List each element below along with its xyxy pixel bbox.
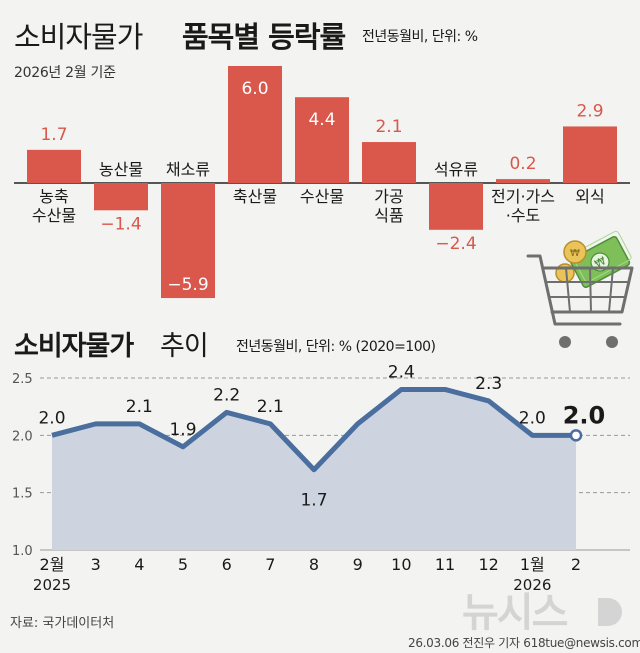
point-value-label: 2.2 [213,385,240,405]
credit-line: 26.03.06 전진우 기자 618tue@newsis.com [408,636,640,650]
chart-title-regular: 소비자물가 [14,20,143,54]
bar-category-label: ·수도 [506,206,541,225]
y-tick-label: 2.5 [12,372,33,387]
point-value-label: 2.1 [126,397,153,417]
point-value-label: 2.0 [38,408,65,428]
bar-chart-basis-date: 2026년 2월 기준 [14,65,116,81]
point-value-label: 2.1 [257,397,284,417]
svg-text:₩: ₩ [570,248,580,259]
x-year-label: 2026 [513,576,551,594]
trend-chart-unit: 전년동월비, 단위: % (2020=100) [236,339,436,355]
bar-category-label: 가공 [374,187,403,206]
bar [563,126,617,183]
latest-value-label: 2.0 [563,401,606,429]
bar-value-label: 0.2 [509,154,536,174]
x-year-label: 2025 [33,576,71,594]
bar-category-label: 수산물 [300,187,344,206]
trend-title-regular: 추이 [160,331,209,362]
bar-category-label: 수산물 [32,206,76,225]
point-value-label: 1.9 [169,420,196,440]
bar [295,97,349,183]
x-tick-label: 8 [309,555,319,574]
x-tick-label: 10 [391,555,411,574]
bar [94,183,148,211]
bar-value-label: 4.4 [308,110,335,130]
bar-value-label: −1.4 [100,214,141,234]
bar-value-label: 1.7 [40,125,67,145]
x-tick-label: 2 [571,555,581,574]
bar-category-label: 석유류 [434,160,478,179]
bar-value-label: 2.1 [375,117,402,137]
point-value-label: 2.3 [475,374,502,394]
point-value-label: 1.7 [300,491,327,511]
bar-category-label: 농산물 [99,160,143,179]
bar [362,142,416,183]
bar-category-label: 전기·가스 [491,187,555,206]
bar [429,183,483,230]
bar-category-label: 외식 [575,187,604,206]
bar [228,66,282,183]
bar-category-label: 식품 [374,206,403,225]
bar [27,149,81,183]
logo-mark [598,598,622,626]
bar-value-label: −2.4 [435,234,476,254]
bar-category-label: 채소류 [166,160,210,179]
y-tick-label: 2.0 [12,429,33,444]
trend-line [51,386,576,473]
bar-value-label: 6.0 [241,79,268,99]
latest-point-marker [569,429,583,442]
x-tick-label: 1월 [520,555,545,574]
point-value-label: 2.0 [519,408,546,428]
cart-basket [526,254,634,326]
point-value-label: 2.4 [388,362,415,382]
x-tick-label: 5 [178,555,188,574]
x-tick-label: 2월 [40,555,65,574]
logo-text: 뉴시스 [462,590,568,636]
x-tick-label: 11 [435,555,455,574]
x-tick-label: 3 [91,555,101,574]
x-tick-label: 9 [353,555,363,574]
bar [496,179,550,183]
trend-title-bold: 소비자물가 [14,331,134,362]
x-tick-label: 6 [222,555,232,574]
source-note: 자료: 국가데이터처 [10,616,115,631]
x-tick-label: 7 [265,555,275,574]
chart-title-bold: 품목별 등락률 [182,20,346,54]
shopping-cart-icon: ₩ ₩ [526,230,634,348]
bar-value-label: 2.9 [576,101,603,121]
x-tick-label: 4 [134,555,144,574]
y-tick-label: 1.5 [12,487,33,502]
bar-category-label: 축산물 [233,187,277,206]
y-tick-label: 1.0 [12,544,33,559]
bar-category-label: 농축 [39,187,68,206]
x-tick-label: 12 [478,555,498,574]
bar-value-label: −5.9 [167,275,208,295]
bar-chart-unit: 전년동월비, 단위: % [362,29,478,45]
bar [161,183,215,299]
